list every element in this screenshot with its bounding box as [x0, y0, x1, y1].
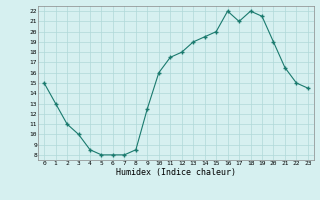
X-axis label: Humidex (Indice chaleur): Humidex (Indice chaleur) — [116, 168, 236, 177]
